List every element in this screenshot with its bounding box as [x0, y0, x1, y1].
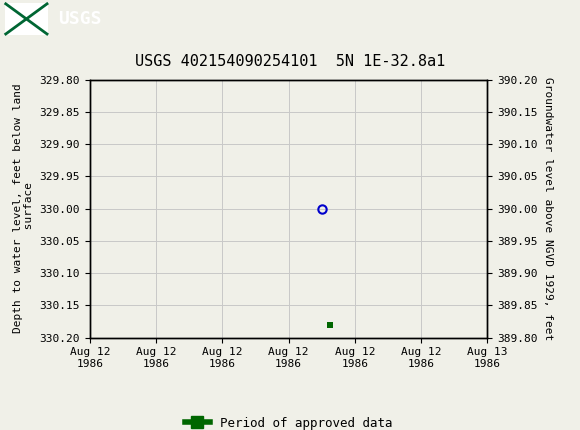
Text: USGS 402154090254101  5N 1E-32.8a1: USGS 402154090254101 5N 1E-32.8a1: [135, 54, 445, 69]
Bar: [5, 3, 48, 35]
Text: USGS: USGS: [58, 10, 102, 28]
Y-axis label: Depth to water level, feet below land
 surface: Depth to water level, feet below land su…: [13, 84, 34, 333]
Legend: Period of approved data: Period of approved data: [180, 412, 397, 430]
Y-axis label: Groundwater level above NGVD 1929, feet: Groundwater level above NGVD 1929, feet: [543, 77, 553, 340]
